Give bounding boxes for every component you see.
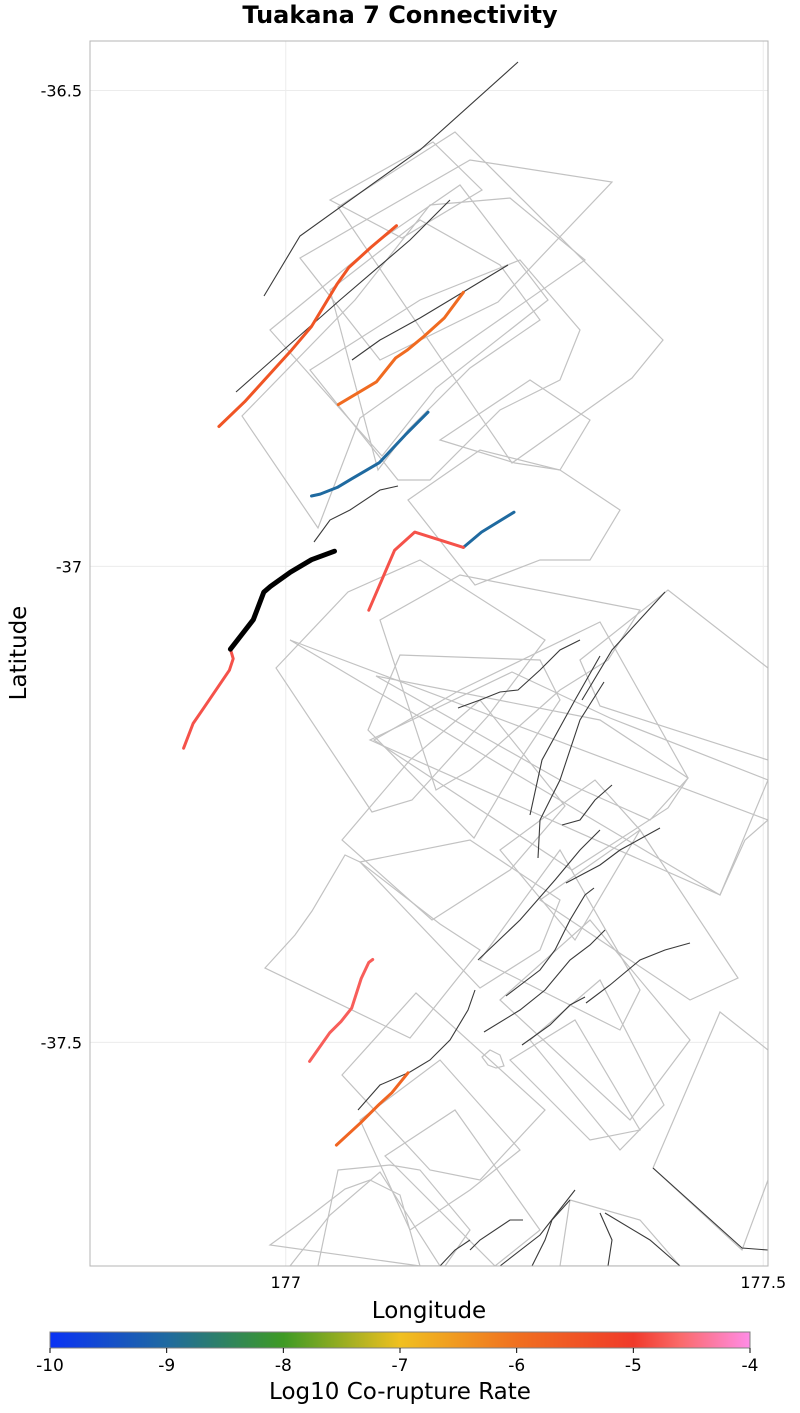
fault-outline [509,1019,641,1141]
fault-trace [457,639,581,709]
fault-outline [359,1059,521,1231]
fault-trace [537,681,605,859]
fault-outline [328,141,483,239]
colorbar-tick-label: -9 [158,1356,175,1376]
fault-trace [581,591,666,701]
y-tick-label: -37 [56,557,82,576]
fault-trace [505,887,595,997]
colorbar-title: Log10 Co-rupture Rate [269,1379,531,1405]
fault-trace [351,264,509,361]
fault-trace [521,996,586,1046]
fault-trace [357,989,476,1111]
fault-trace [529,655,601,816]
fault-trace [499,1189,576,1266]
fault-outline [384,1109,541,1266]
colorbar-tick-label: -6 [508,1356,525,1376]
fault-trace [469,1219,523,1251]
colorbar-tick-label: -7 [392,1356,409,1376]
fault-outline [299,159,614,361]
co-rupture-section [217,224,398,428]
fault-outline [559,1199,681,1266]
x-axis-title: Longitude [372,1298,486,1324]
fault-trace [483,929,606,1033]
co-rupture-section [336,290,465,407]
x-tick-label: 177.5 [740,1273,786,1292]
fault-outline [341,699,566,921]
chart-title: Tuakana 7 Connectivity [242,1,558,29]
colorbar [49,1331,751,1349]
fault-trace [604,1212,681,1266]
fault-outline [481,1049,505,1069]
fault-outline [438,379,591,471]
x-tick-label: 177 [270,1273,301,1292]
fault-outline [358,839,561,989]
fault-outline [479,848,641,1031]
co-rupture-section [334,1071,410,1147]
fault-outline [499,919,691,1121]
fault-trace [561,784,613,826]
target-section-layer [227,548,337,652]
fault-outline [289,1171,441,1266]
y-tick-label: -37.5 [41,1033,82,1052]
fault-trace [599,1212,613,1266]
colorbar-tick-label: -4 [742,1356,759,1376]
fault-outline [289,639,768,896]
fault-outline [337,131,664,464]
fault-trace [585,942,691,1004]
fault-outline [309,259,581,481]
fault-outline [275,559,546,813]
fault-outline [329,219,541,472]
target-section [227,548,337,652]
co-rupture-section [308,958,375,1063]
co-rupture-section [182,647,235,750]
colorbar-tick-label: -8 [275,1356,292,1376]
fault-trace [313,485,399,543]
fault-outline [341,992,546,1181]
fault-outline [652,1011,768,1252]
fault-outline [407,449,621,586]
co-rupture-section [367,530,465,612]
fault-outline [375,675,689,821]
co-rupture-sections [182,224,516,1147]
x-axis-ticks: 177 177.5 [270,1273,786,1292]
fault-trace [235,199,451,393]
fault-trace [263,61,519,297]
fault-outline [529,979,665,1151]
co-rupture-section [310,410,430,498]
fault-trace [531,1199,571,1266]
y-axis-ticks: -36.5 -37 -37.5 [41,81,82,1052]
fault-trace [477,829,601,961]
fault-trace [439,1239,471,1266]
colorbar-tick-label: -10 [36,1356,64,1376]
plot-frame [89,40,769,1267]
co-rupture-section [461,510,516,549]
fault-outline [368,671,768,896]
fault-outline [317,1164,471,1266]
y-tick-label: -36.5 [41,81,82,100]
fault-outline [367,654,561,839]
colorbar-ticks: -10 -9 -8 -7 -6 -5 -4 [36,1348,758,1376]
fault-outline [379,574,641,791]
fault-outline [538,829,739,1001]
fault-trace [652,1167,768,1251]
fault-trace [565,827,661,884]
fault-traces [235,61,768,1266]
plot-area [90,41,768,1266]
fault-outlines [241,131,768,1266]
y-axis-title: Latitude [6,606,32,701]
colorbar-tick-label: -5 [625,1356,642,1376]
fault-outline [579,589,768,761]
